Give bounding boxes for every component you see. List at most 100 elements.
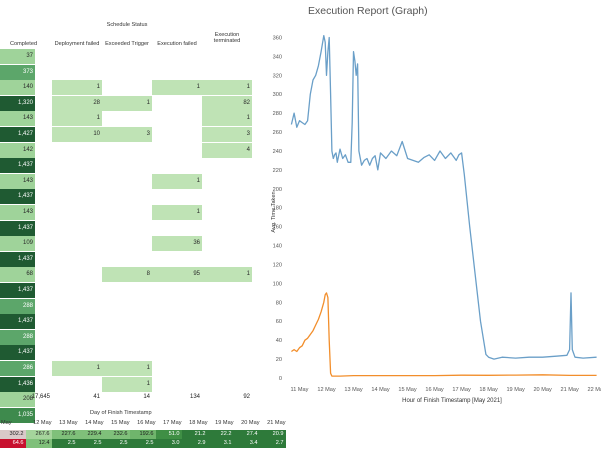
strip-cell: 2.5 [104, 439, 130, 448]
completed-cell: 1,437 [0, 251, 35, 267]
y-tick-label: 300 [273, 92, 282, 98]
day-summary-strip: Day of Finish Timestamp May 12 May 13 May 1… [0, 408, 290, 451]
strip-cell: 27.4 [234, 430, 260, 439]
status-cell: 1 [202, 111, 252, 127]
strip-cell: 2.7 [260, 439, 286, 448]
strip-cell: 2.5 [78, 439, 104, 448]
status-cell: 1 [52, 80, 102, 96]
column-header: Exceeded Trigger [105, 41, 149, 47]
completed-cell: 1,035 [0, 407, 35, 423]
completed-cell: 286 [0, 361, 35, 376]
column-total: 17,645 [31, 394, 50, 400]
completed-cell: 288 [0, 329, 35, 345]
x-tick-label: 17 May [452, 387, 471, 393]
strip-cell: 2.9 [182, 439, 208, 448]
completed-cell: 37 [0, 49, 35, 64]
strip-cell: 3.0 [156, 439, 182, 448]
x-tick-label: 19 May [506, 387, 525, 393]
strip-cell: 51.0 [156, 430, 182, 439]
completed-cell: 1,320 [0, 95, 35, 111]
strip-title: Day of Finish Timestamp [90, 410, 152, 416]
completed-cell: 1,437 [0, 189, 35, 205]
strip-column-header: 18 May [189, 420, 208, 426]
status-cell: 95 [152, 267, 202, 283]
completed-cell: 208 [0, 392, 35, 408]
strip-cell: 227.6 [52, 430, 78, 439]
status-cell: 1 [102, 95, 152, 111]
y-tick-label: 100 [273, 281, 282, 287]
y-tick-label: 80 [276, 300, 282, 306]
column-total: 41 [93, 394, 100, 400]
completed-cell: 1,437 [0, 158, 35, 174]
y-tick-label: 280 [273, 111, 282, 117]
strip-column-header: 15 May [111, 420, 130, 426]
completed-cell: 143 [0, 173, 35, 189]
y-tick-label: 40 [276, 338, 282, 344]
series-layer [290, 34, 597, 377]
status-cell: 1 [52, 111, 102, 127]
strip-column-header: 17 May [163, 420, 182, 426]
strip-cell: 12.4 [26, 439, 52, 448]
x-tick-label: 21 May [560, 387, 579, 393]
strip-cell: 22.2 [208, 430, 234, 439]
y-tick-label: 200 [273, 187, 282, 193]
completed-cell: 140 [0, 80, 35, 96]
status-cell: 1 [52, 361, 102, 376]
strip-column-header: 19 May [215, 420, 234, 426]
x-tick-label: 20 May [533, 387, 552, 393]
y-tick-label: 240 [273, 149, 282, 155]
completed-cell: 109 [0, 236, 35, 252]
y-tick-label: 360 [273, 35, 282, 41]
strip-cell: 229.4 [78, 430, 104, 439]
completed-cell: 1,427 [0, 127, 35, 142]
y-tick-label: 220 [273, 168, 282, 174]
line-chart-svg: Execution Report (Graph) 0 20 40 60 80 100 120… [271, 5, 601, 404]
status-cell: 8 [102, 267, 152, 283]
x-tick-label: 14 May [371, 387, 390, 393]
column-header: Completed [10, 41, 38, 47]
y-tick-label: 140 [273, 244, 282, 250]
y-tick-label: 180 [273, 206, 282, 212]
status-cell: 4 [202, 142, 252, 158]
execution-chart: Execution Report (Graph) 0 20 40 60 80 100 120… [252, 0, 601, 410]
status-cell: 1 [152, 80, 202, 96]
strip-cell: 3.4 [234, 439, 260, 448]
strip-cell: 3.1 [208, 439, 234, 448]
column-header: Execution terminated [213, 32, 241, 44]
y-tick-label: 120 [273, 262, 282, 268]
completed-cell: 68 [0, 267, 35, 283]
schedule-status-table: Schedule Status Completed Deployment fail… [0, 0, 252, 423]
completed-cell: 1,436 [0, 376, 35, 392]
status-cell: 3 [202, 127, 252, 142]
strip-column-header: May [1, 420, 12, 426]
status-cell: 1 [152, 173, 202, 189]
strip-column-header: 16 May [137, 420, 156, 426]
y-tick-label: 60 [276, 319, 282, 325]
matrix-title: Schedule Status [106, 22, 148, 28]
strip-cell: 64.6 [0, 439, 26, 448]
x-tick-label: 22 May [587, 387, 601, 393]
strip-column-header: 14 May [85, 420, 104, 426]
x-axis-label: Hour of Finish Timestamp [May 2021] [402, 398, 502, 404]
completed-cell: 143 [0, 111, 35, 127]
status-cell: 1 [152, 205, 202, 220]
column-header: Deployment failed [54, 41, 100, 47]
status-cell: 36 [152, 236, 202, 252]
x-tick-label: 13 May [344, 387, 363, 393]
column-total: 134 [189, 394, 200, 400]
y-tick-label: 20 [276, 357, 282, 363]
completed-cell: 142 [0, 142, 35, 158]
strip-column-header: 13 May [59, 420, 78, 426]
strip-column-header: 21 May [267, 420, 286, 426]
status-cell: 10 [52, 127, 102, 142]
x-tick-label: 16 May [425, 387, 444, 393]
column-header: Execution failed [157, 41, 197, 47]
completed-cell: 1,437 [0, 314, 35, 330]
status-cell: 1 [102, 376, 152, 392]
column-total: 92 [243, 394, 250, 400]
status-cell: 3 [102, 127, 152, 142]
x-axis: 11 May 12 May 13 May 14 May 15 May 16 May 17 M… [291, 387, 601, 393]
strip-cell: 232.6 [104, 430, 130, 439]
strip-cell: 192.6 [130, 430, 156, 439]
status-cell: 1 [102, 361, 152, 376]
